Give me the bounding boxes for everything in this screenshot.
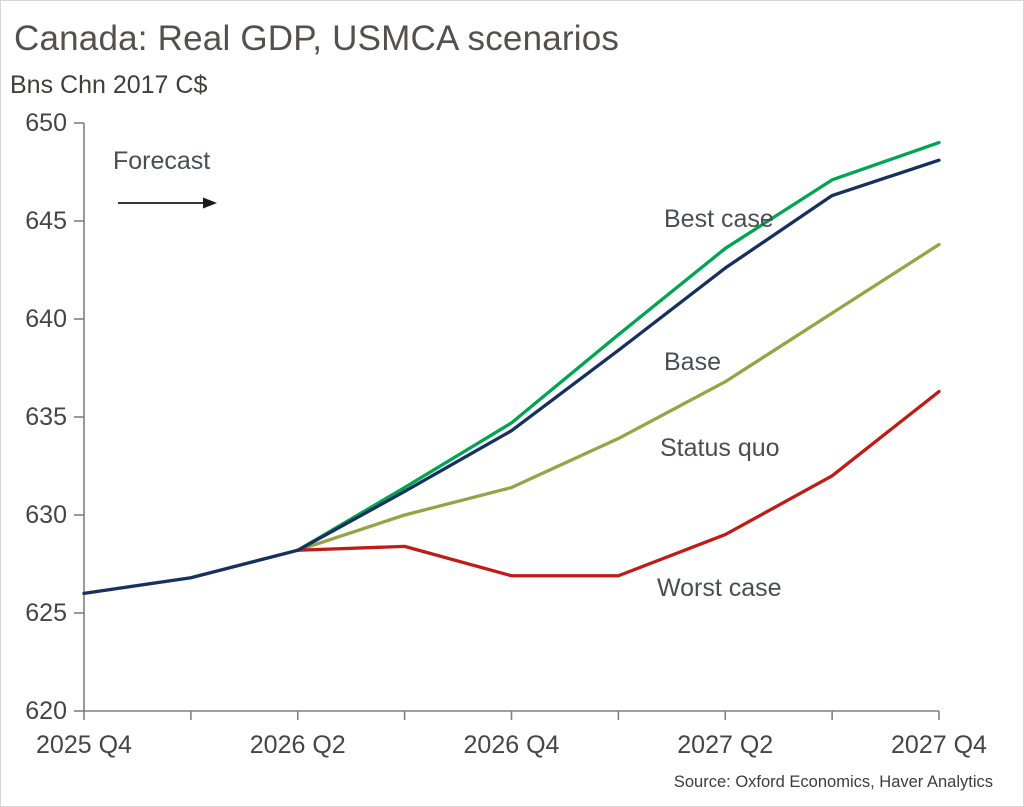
x-axis-tick-label: 2026 Q4 (464, 731, 560, 759)
series-line-base (82, 158, 941, 596)
series-label-worst-case: Worst case (657, 574, 782, 602)
y-axis-tick-label: 625 (25, 599, 67, 627)
series-line-best-case (296, 140, 941, 552)
y-axis-tick-label: 640 (25, 305, 67, 333)
chart-units-label: Bns Chn 2017 C$ (10, 71, 208, 99)
forecast-label: Forecast (113, 147, 211, 175)
series-label-status-quo: Status quo (660, 434, 780, 462)
source-attribution: Source: Oxford Economics, Haver Analytic… (673, 773, 993, 791)
x-axis-tick-label: 2025 Q4 (36, 731, 132, 759)
y-axis-tick-label: 630 (25, 501, 67, 529)
series-line-worst-case (296, 389, 941, 578)
series-label-base: Base (664, 348, 721, 376)
y-axis-tick-label: 650 (25, 109, 67, 137)
x-axis-tick-label: 2026 Q2 (250, 731, 346, 759)
y-axis-tick-label: 620 (25, 697, 67, 725)
y-axis-tick-label: 635 (25, 403, 67, 431)
x-axis-tick-label: 2027 Q2 (677, 731, 773, 759)
y-axis-tick-label: 645 (25, 207, 67, 235)
series-label-best-case: Best case (664, 205, 774, 233)
x-axis-tick-label: 2027 Q4 (891, 731, 987, 759)
chart-title: Canada: Real GDP, USMCA scenarios (14, 19, 620, 58)
series-line-status-quo (296, 242, 941, 552)
forecast-arrowhead-icon (203, 197, 217, 209)
